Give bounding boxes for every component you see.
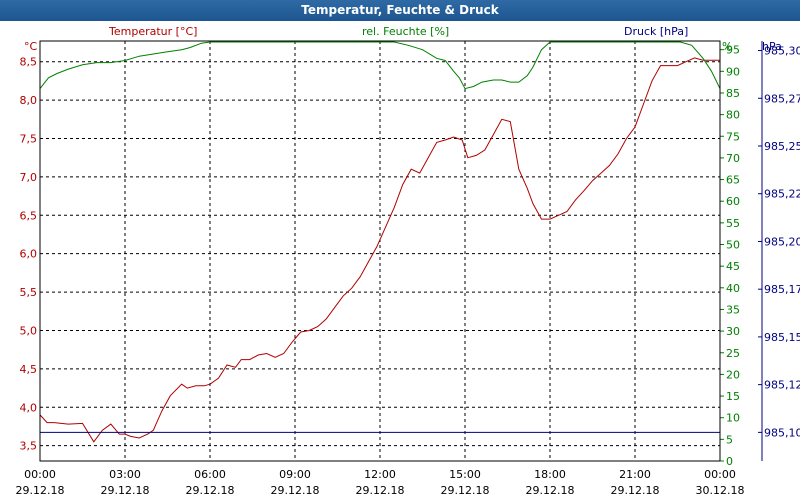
x-tick-time: 12:00 [364,468,396,481]
plot-border [39,40,721,462]
pressure-tick-label: 985,22 [764,188,800,201]
tick-labels: 00:00 29.12.18 03:00 29.12.18 06:00 29.12.18 0… [16,44,800,497]
series-lines [39,41,721,443]
x-tick-time: 15:00 [449,468,481,481]
pressure-axis-unit: hPa [762,40,782,53]
temperature-tick-label: 7,5 [20,133,38,146]
pressure-tick-label: 985,10 [764,426,800,439]
x-tick-date: 29.12.18 [271,484,320,497]
pressure-tick-label: 985,17 [764,283,800,296]
temperature-axis-label: Temperatur [°C] [108,25,197,38]
pressure-tick-label: 985,12 [764,379,800,392]
humidity-series-line [39,41,721,90]
pressure-tick-label: 985,15 [764,331,800,344]
pressure-tick-label: 985,20 [764,235,800,248]
humidity-tick-label: 95 [726,44,740,57]
humidity-tick-label: 40 [726,282,740,295]
humidity-tick-label: 50 [726,239,740,252]
humidity-axis-unit: % [722,40,732,53]
x-tick-date: 29.12.18 [16,484,65,497]
x-tick-time: 09:00 [279,468,311,481]
x-tick-time: 06:00 [194,468,226,481]
temperature-tick-label: 8,5 [20,56,38,69]
humidity-tick-label: 5 [726,433,733,446]
temperature-tick-label: 3,5 [20,440,38,453]
pressure-tick-label: 985,25 [764,140,800,153]
x-tick-date: 29.12.18 [611,484,660,497]
humidity-tick-label: 45 [726,260,740,273]
humidity-tick-label: 80 [726,109,740,122]
x-tick-date: 29.12.18 [356,484,405,497]
x-tick-time: 18:00 [534,468,566,481]
humidity-tick-label: 0 [726,455,733,468]
grid [40,41,720,461]
chart: °C Temperatur [°C] rel. Feuchte [%] % Dr… [16,25,800,497]
humidity-tick-label: 85 [726,87,740,100]
window-title: Temperatur, Feuchte & Druck [0,0,800,21]
x-tick-date: 29.12.18 [441,484,490,497]
temperature-tick-label: 4,0 [20,401,38,414]
temperature-tick-label: 5,5 [20,286,38,299]
temperature-tick-label: 4,5 [20,363,38,376]
humidity-tick-label: 10 [726,412,740,425]
temperature-tick-label: 8,0 [20,94,38,107]
humidity-tick-label: 90 [726,65,740,78]
x-tick-date: 29.12.18 [526,484,575,497]
humidity-tick-label: 15 [726,390,740,403]
pressure-axis-label: Druck [hPa] [624,25,688,38]
temperature-tick-label: 7,0 [20,171,38,184]
x-tick-date: 29.12.18 [186,484,235,497]
humidity-tick-label: 25 [726,347,740,360]
x-tick-date: 29.12.18 [101,484,150,497]
x-tick-time: 00:00 [704,468,736,481]
x-tick-time: 03:00 [109,468,141,481]
humidity-axis-label: rel. Feuchte [%] [362,25,449,38]
humidity-tick-label: 35 [726,303,740,316]
humidity-tick-label: 75 [726,130,740,143]
temperature-axis-unit: °C [24,40,38,53]
humidity-tick-label: 60 [726,195,740,208]
x-tick-time: 21:00 [619,468,651,481]
humidity-tick-label: 30 [726,325,740,338]
x-tick-date: 30.12.18 [696,484,745,497]
pressure-tick-label: 985,27 [764,92,800,105]
temperature-tick-label: 5,0 [20,324,38,337]
humidity-tick-label: 70 [726,152,740,165]
humidity-tick-label: 20 [726,368,740,381]
humidity-tick-label: 65 [726,174,740,187]
temperature-tick-label: 6,0 [20,248,38,261]
temperature-series-line [39,57,720,443]
temperature-tick-label: 6,5 [20,209,38,222]
x-tick-time: 00:00 [24,468,56,481]
humidity-tick-label: 55 [726,217,740,230]
pressure-tick-label: 985,30 [764,45,800,58]
